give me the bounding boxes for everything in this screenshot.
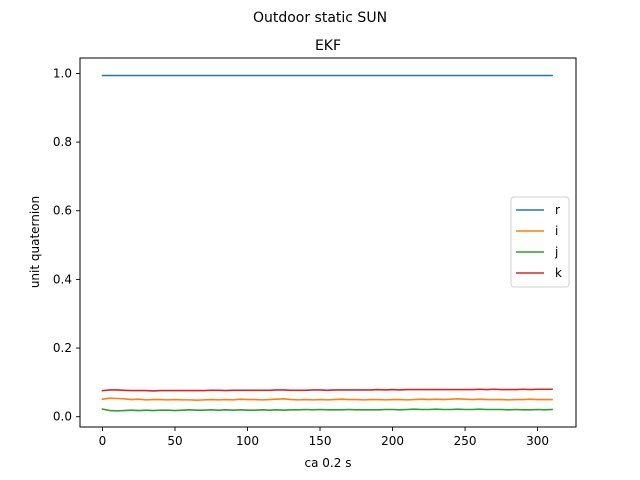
- y-tick-label: 0.2: [53, 341, 72, 355]
- x-tick-label: 200: [381, 434, 404, 448]
- legend-label-r: r: [555, 203, 560, 217]
- series-line-i: [101, 397, 553, 402]
- y-tick-label: 0.4: [53, 272, 72, 286]
- plot-frame: [79, 57, 577, 428]
- x-tick-label: 100: [236, 434, 259, 448]
- x-tick-label: 0: [99, 434, 107, 448]
- y-axis-label: unit quaternion: [28, 196, 42, 288]
- plot-area: [80, 58, 576, 427]
- legend-box: [510, 196, 570, 288]
- x-tick-label: 150: [309, 434, 332, 448]
- y-tick-label: 0.0: [53, 410, 72, 424]
- y-axis: 0.0 0.2 0.4 0.6 0.8 1.0: [53, 66, 80, 424]
- legend-label-j: j: [554, 245, 558, 259]
- x-tick-label: 50: [167, 434, 182, 448]
- legend-label-k: k: [555, 266, 562, 280]
- x-tick-label: 300: [526, 434, 549, 448]
- x-tick-label: 250: [454, 434, 477, 448]
- figure-suptitle: Outdoor static SUN: [253, 10, 387, 26]
- series-line-k: [101, 388, 553, 392]
- legend-label-i: i: [555, 224, 558, 238]
- series-group: [101, 74, 553, 412]
- y-tick-label: 0.8: [53, 135, 72, 149]
- axes-title: EKF: [315, 38, 341, 54]
- y-tick-label: 1.0: [53, 66, 72, 80]
- y-tick-label: 0.6: [53, 204, 72, 218]
- x-axis: 0 50 100 150 200 250 300: [99, 427, 549, 448]
- x-axis-label: ca 0.2 s: [305, 456, 352, 470]
- series-line-j: [101, 408, 553, 412]
